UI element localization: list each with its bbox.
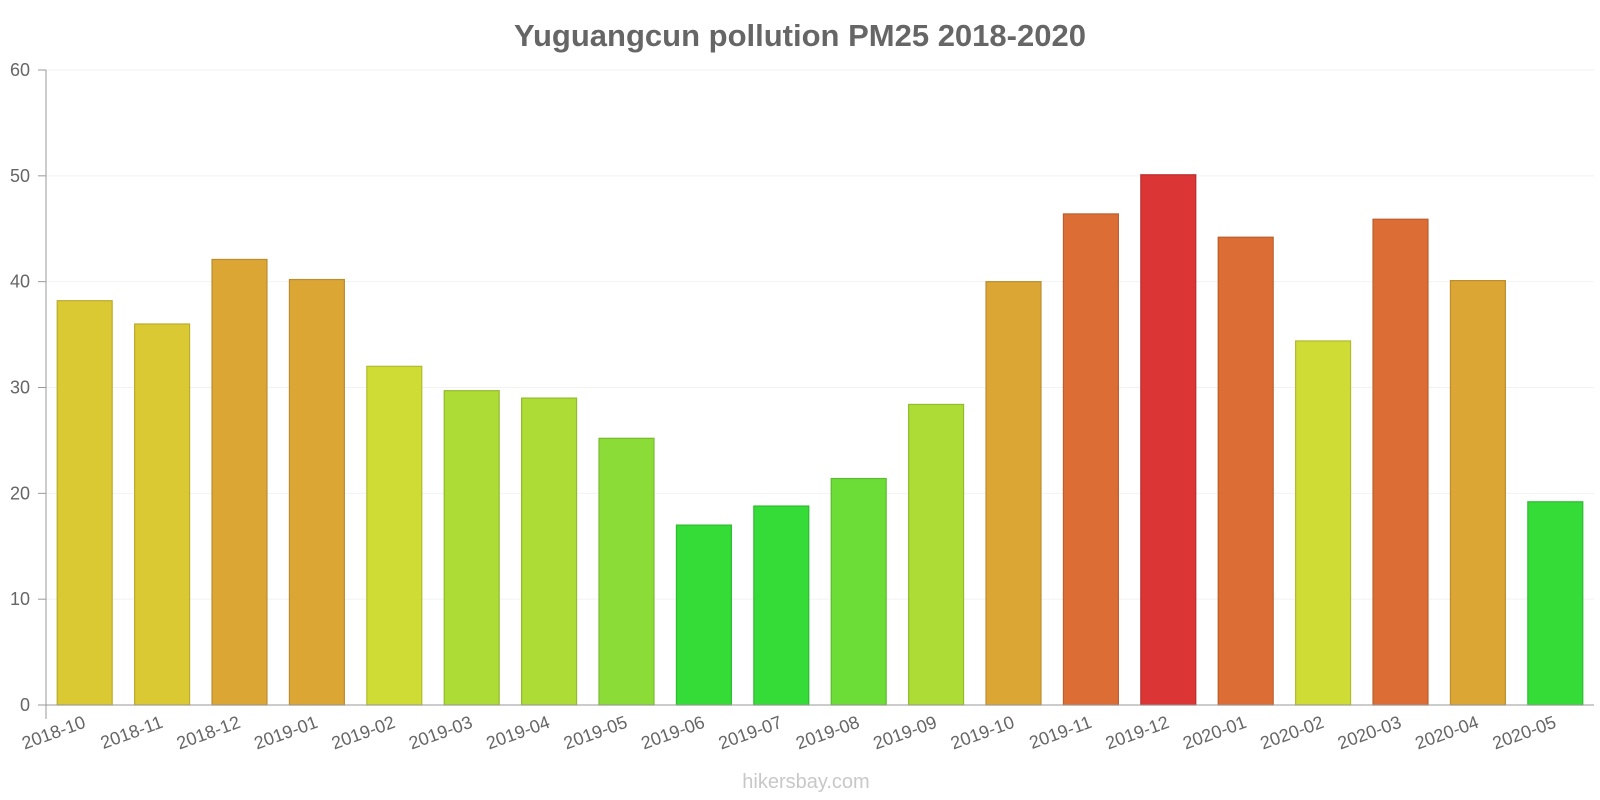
x-tick-label: 2020-01 (1180, 712, 1249, 753)
y-tick-label: 50 (10, 166, 30, 186)
bar-2019-03 (443, 390, 500, 706)
chart-title: Yuguangcun pollution PM25 2018-2020 (514, 18, 1086, 53)
y-tick-label: 0 (20, 695, 30, 715)
x-tick-label: 2019-03 (406, 712, 475, 753)
y-axis-ticks: 0 10 20 30 40 50 60 (10, 60, 46, 715)
x-tick-label: 2019-09 (871, 712, 940, 753)
y-tick-label: 10 (10, 589, 30, 609)
x-tick-label: 2020-04 (1412, 712, 1481, 753)
x-tick-label: 2019-04 (484, 712, 553, 753)
bars (56, 174, 1584, 706)
bar-2019-11 (1062, 213, 1119, 706)
bar-2019-12 (1140, 174, 1197, 706)
bar-2019-01 (288, 278, 345, 706)
bar-2018-10 (56, 300, 113, 706)
gridlines (46, 69, 1594, 600)
bar-2019-05 (598, 437, 655, 706)
x-axis-ticks: 2018-10 2018-11 2018-12 2019-01 2019-02 2019-… (19, 712, 1559, 753)
bar-2019-08 (830, 477, 887, 706)
x-tick-label: 2019-12 (1103, 712, 1172, 753)
bar-2019-10 (985, 281, 1042, 706)
x-tick-label: 2019-06 (638, 712, 707, 753)
bar-2019-04 (521, 397, 578, 706)
x-tick-label: 2020-02 (1258, 712, 1327, 753)
y-tick-label: 40 (10, 272, 30, 292)
x-tick-label: 2019-11 (1027, 712, 1095, 753)
x-tick-label: 2019-08 (793, 712, 862, 753)
x-tick-label: 2019-02 (329, 712, 398, 753)
bar-2020-01 (1217, 236, 1274, 706)
x-tick-label: 2020-03 (1335, 712, 1404, 753)
x-tick-label: 2018-10 (19, 712, 88, 753)
bar-2020-05 (1527, 501, 1584, 706)
bar-2018-12 (211, 258, 268, 706)
x-tick-label: 2020-05 (1490, 712, 1559, 753)
bar-2020-04 (1449, 280, 1506, 706)
bar-2020-02 (1295, 340, 1352, 706)
x-tick-label: 2019-05 (561, 712, 630, 753)
x-tick-label: 2018-12 (174, 712, 243, 753)
bar-2019-07 (753, 505, 810, 706)
watermark: hikersbay.com (742, 771, 869, 793)
bar-2018-11 (134, 323, 191, 706)
x-tick-label: 2019-10 (948, 712, 1017, 753)
y-tick-label: 30 (10, 378, 30, 398)
bar-2019-06 (675, 524, 732, 706)
bar-2020-03 (1372, 218, 1429, 706)
bar-2019-02 (366, 365, 423, 706)
x-tick-label: 2018-11 (98, 712, 166, 753)
y-tick-label: 20 (10, 483, 30, 503)
x-tick-label: 2019-01 (251, 712, 320, 753)
bar-2019-09 (908, 403, 965, 706)
x-tick-label: 2019-07 (716, 712, 785, 753)
y-tick-label: 60 (10, 60, 30, 80)
